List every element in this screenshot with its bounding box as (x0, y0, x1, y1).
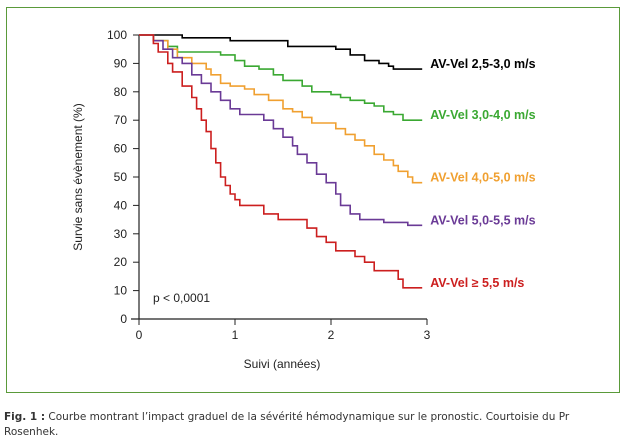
caption-text: Courbe montrant l’impact graduel de la s… (4, 411, 570, 438)
y-tick-label: 20 (114, 255, 128, 269)
figure-caption: Fig. 1 : Courbe montrant l’impact gradue… (4, 410, 624, 440)
x-tick-label: 2 (328, 328, 335, 342)
y-tick-label: 40 (114, 198, 128, 212)
x-tick-label: 3 (424, 328, 431, 342)
p-value-annotation: p < 0,0001 (153, 291, 210, 305)
series-label: AV-Vel 5,0-5,5 m/s (430, 213, 535, 227)
y-tick-label: 10 (114, 284, 128, 298)
y-tick-label: 30 (114, 227, 128, 241)
series-label: AV-Vel 2,5-3,0 m/s (430, 57, 535, 71)
chart: 0 10 20 30 40 50 60 70 80 90 100 0 1 2 3 AV-Vel 2,5-3,… (71, 28, 536, 371)
series-label: AV-Vel 4,0-5,0 m/s (430, 171, 535, 185)
y-tick-label: 80 (114, 85, 128, 99)
y-tick-label: 100 (107, 28, 127, 42)
series-line (139, 34, 423, 227)
series-line (139, 34, 423, 184)
series-line (139, 34, 423, 70)
series-line (139, 34, 423, 121)
y-tick-label: 60 (114, 142, 128, 156)
x-axis-label: Suivi (années) (244, 357, 321, 371)
figure-frame (6, 7, 620, 393)
series-lines (139, 34, 423, 289)
series-label: AV-Vel ≥ 5,5 m/s (430, 276, 524, 290)
series-line (139, 34, 423, 289)
series-label: AV-Vel 3,0-4,0 m/s (430, 108, 535, 122)
y-tick-label: 0 (120, 312, 127, 326)
series-labels: AV-Vel 2,5-3,0 m/s AV-Vel 3,0-4,0 m/s AV-V… (430, 57, 535, 290)
y-tick-label: 70 (114, 113, 128, 127)
y-tick-label: 90 (114, 56, 128, 70)
x-tick-label: 1 (232, 328, 239, 342)
y-axis-label: Survie sans évènement (%) (71, 103, 85, 250)
y-tick-label: 50 (114, 170, 128, 184)
x-tick-label: 0 (136, 328, 143, 342)
axes: 0 10 20 30 40 50 60 70 80 90 100 0 1 2 3 (107, 28, 431, 342)
caption-label: Fig. 1 : (4, 411, 46, 423)
